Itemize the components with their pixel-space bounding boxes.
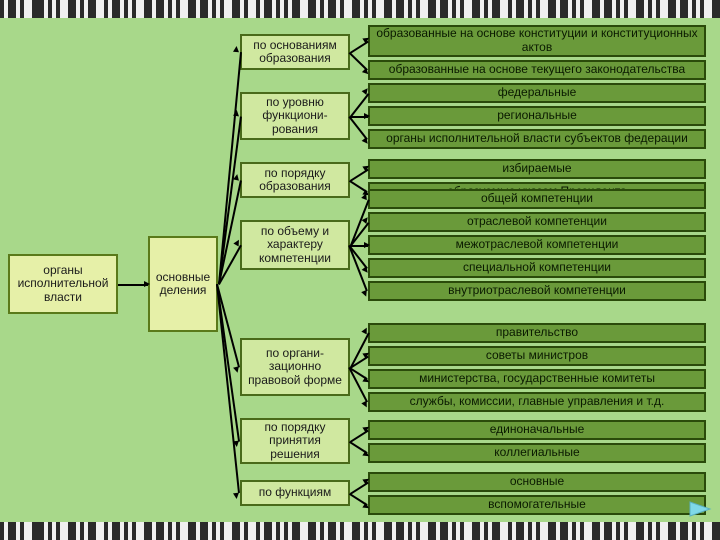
leaf-3-2: межотраслевой компетенции — [368, 235, 706, 255]
connector-line — [349, 116, 368, 140]
connector-arrowhead — [233, 174, 240, 181]
connector-arrowhead — [364, 242, 370, 248]
leaf-3-4: внутриотраслевой компетенции — [368, 281, 706, 301]
leaf-4-2: министерства, государственные комитеты — [368, 369, 706, 389]
criterion-6: по функциям — [240, 480, 350, 506]
barcode-top — [0, 0, 720, 18]
diagram-stage: органы исполнительной власти основные дел… — [0, 18, 720, 522]
leaf-0-0: образованные на основе конституции и кон… — [368, 25, 706, 57]
connector-arrowhead — [364, 113, 370, 119]
leaf-6-1: вспомогательные — [368, 495, 706, 515]
connector-arrowhead — [233, 110, 240, 117]
criterion-5: по порядку принятия решения — [240, 418, 350, 464]
leaf-4-0: правительство — [368, 323, 706, 343]
root-node: органы исполнительной власти — [8, 254, 118, 314]
criterion-4: по органи-зационно правовой форме — [240, 338, 350, 396]
leaf-2-0: избираемые — [368, 159, 706, 179]
leaf-3-1: отраслевой компетенции — [368, 212, 706, 232]
leaf-3-0: общей компетенции — [368, 189, 706, 209]
criterion-0: по основаниям образования — [240, 34, 350, 70]
leaf-4-3: службы, комиссии, главные управления и т… — [368, 392, 706, 412]
criterion-1: по уровню функциони-рования — [240, 92, 350, 140]
barcode-bottom — [0, 522, 720, 540]
criterion-3: по объему и характеру компетенции — [240, 220, 350, 270]
connector-line — [218, 116, 241, 284]
leaf-1-2: органы исполнительной власти субъектов ф… — [368, 129, 706, 149]
connector-arrowhead — [144, 281, 150, 287]
play-icon — [688, 500, 712, 518]
leaf-5-1: коллегиальные — [368, 443, 706, 463]
leaf-1-0: федеральные — [368, 83, 706, 103]
leaf-3-3: специальной компетенции — [368, 258, 706, 278]
leaf-4-1: советы министров — [368, 346, 706, 366]
connector-line — [217, 284, 240, 493]
criterion-2: по порядку образования — [240, 162, 350, 198]
connector-arrowhead — [233, 46, 240, 53]
level1-node: основные деления — [148, 236, 218, 332]
leaf-0-1: образованные на основе текущего законода… — [368, 60, 706, 80]
next-button[interactable] — [688, 500, 712, 518]
leaf-6-0: основные — [368, 472, 706, 492]
leaf-1-1: региональные — [368, 106, 706, 126]
connector-arrowhead — [233, 493, 240, 500]
leaf-5-0: единоначальные — [368, 420, 706, 440]
